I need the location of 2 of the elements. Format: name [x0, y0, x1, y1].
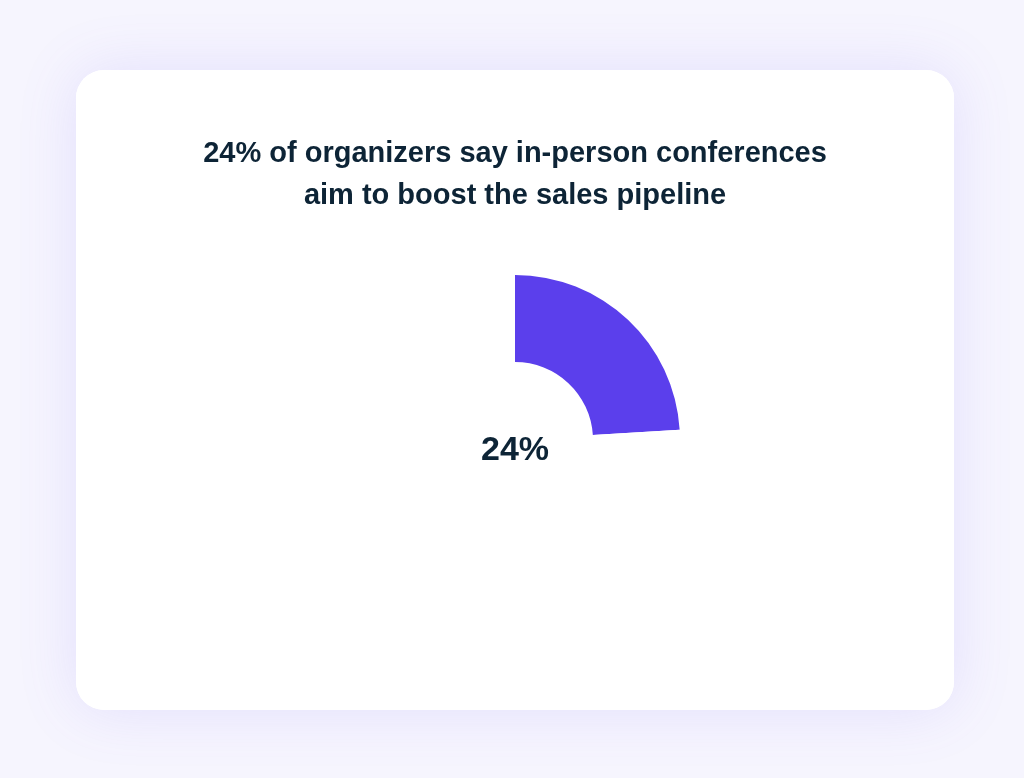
text: 24% [480, 429, 550, 467]
chart-title: 24% of organizers say in-person conferences aim to boost the sales pipeline [203, 136, 827, 210]
